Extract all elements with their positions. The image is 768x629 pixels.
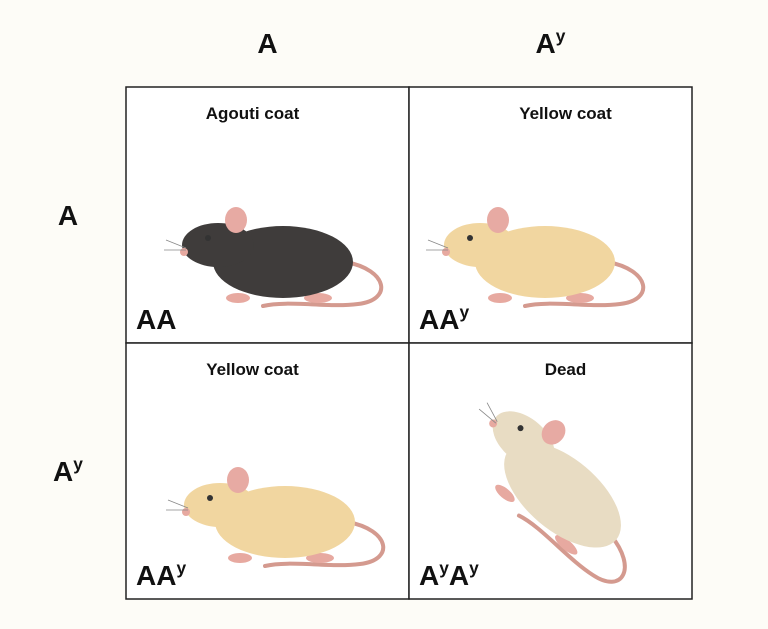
cell bbox=[408, 86, 693, 344]
grid bbox=[125, 86, 693, 600]
label-part: A bbox=[536, 28, 556, 59]
cell bbox=[125, 342, 410, 600]
genotype: AAy bbox=[419, 302, 469, 335]
label-part: A bbox=[257, 28, 277, 59]
column-header: A bbox=[257, 28, 277, 59]
cell bbox=[125, 86, 410, 344]
cell-title: Yellow coat bbox=[206, 360, 299, 379]
label-part: AA bbox=[136, 560, 176, 591]
label-part: A bbox=[419, 560, 439, 591]
genotype: AyAy bbox=[419, 558, 479, 591]
genotype: AA bbox=[136, 304, 176, 335]
superscript: y bbox=[556, 26, 566, 46]
superscript: y bbox=[469, 558, 479, 578]
cell-title: Yellow coat bbox=[519, 104, 612, 123]
column-header: Ay bbox=[536, 26, 566, 59]
row-header: Ay bbox=[53, 454, 83, 487]
superscript: y bbox=[73, 454, 83, 474]
superscript: y bbox=[439, 558, 449, 578]
cell-title: Agouti coat bbox=[206, 104, 300, 123]
label-part: A bbox=[449, 560, 469, 591]
row-header: A bbox=[58, 200, 78, 231]
label-part: AA bbox=[136, 304, 176, 335]
label-part: AA bbox=[419, 304, 459, 335]
superscript: y bbox=[176, 558, 186, 578]
genotype: AAy bbox=[136, 558, 186, 591]
label-part: A bbox=[53, 456, 73, 487]
label-part: A bbox=[58, 200, 78, 231]
cell-title: Dead bbox=[545, 360, 587, 379]
superscript: y bbox=[459, 302, 469, 322]
